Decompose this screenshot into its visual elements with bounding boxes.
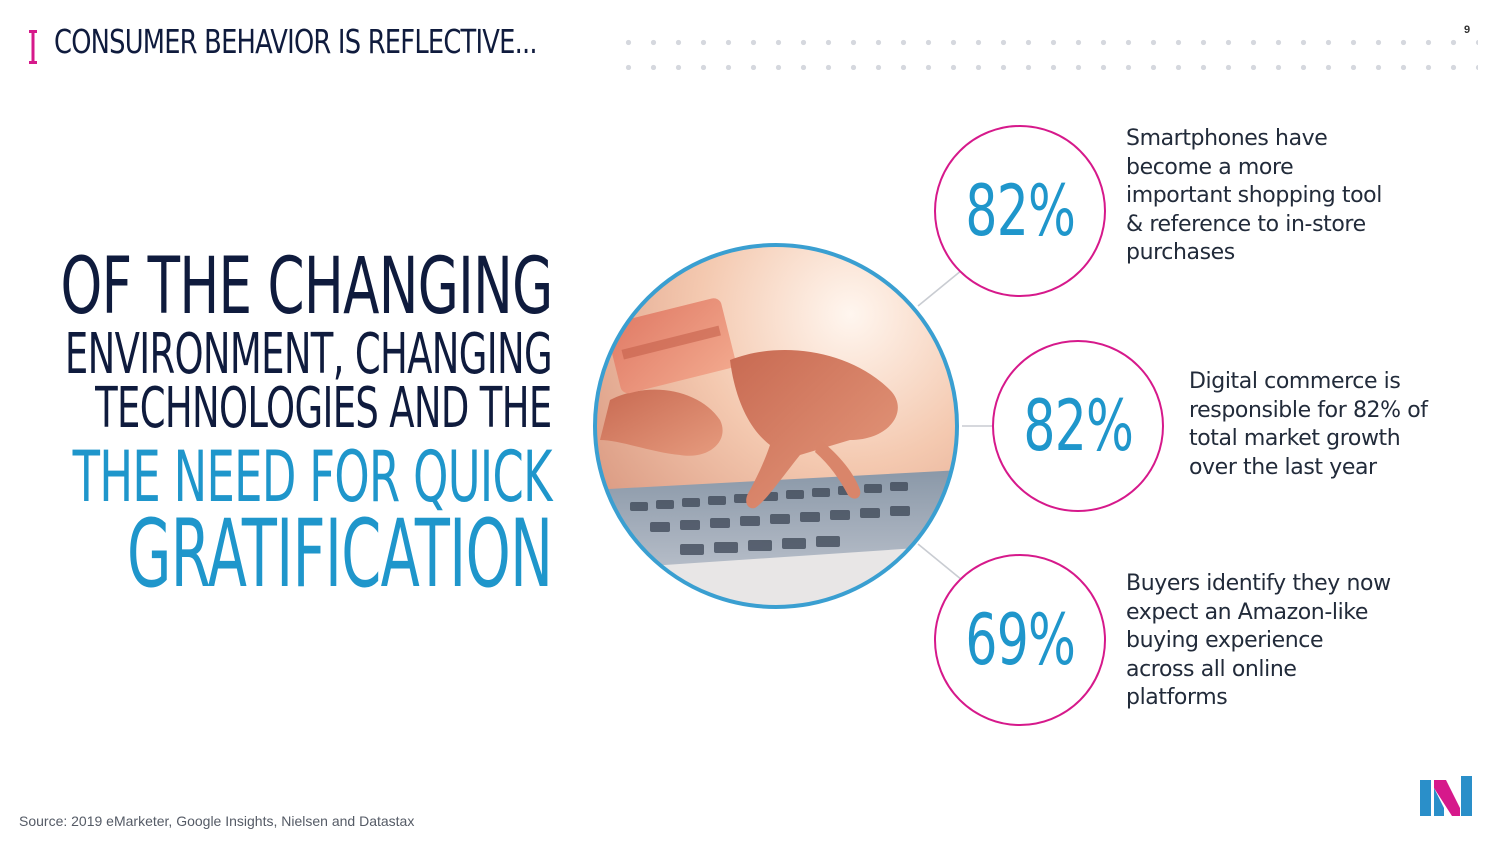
header-marker-icon bbox=[29, 30, 37, 64]
headline-line-3: TECHNOLOGIES AND THE bbox=[95, 376, 553, 441]
company-logo-icon bbox=[1420, 776, 1472, 816]
page-title: CONSUMER BEHAVIOR IS REFLECTIVE... bbox=[54, 22, 538, 61]
headline-line-2: ENVIRONMENT, CHANGING bbox=[64, 322, 553, 387]
page-number: 9 bbox=[1463, 24, 1471, 36]
stat-value-1: 82% bbox=[965, 170, 1076, 252]
dot-pattern bbox=[616, 30, 1478, 70]
stat-circle-2: 82% bbox=[992, 340, 1164, 512]
headline-line-5: GRATIFICATION bbox=[126, 500, 553, 609]
headline-line-4: THE NEED FOR QUICK bbox=[72, 436, 553, 518]
stat-text-2: Digital commerce is responsible for 82% … bbox=[1189, 369, 1428, 480]
source-note: Source: 2019 eMarketer, Google Insights,… bbox=[19, 813, 415, 829]
stat-circle-3: 69% bbox=[934, 554, 1106, 726]
stat-text-1: Smartphones have become a more important… bbox=[1126, 126, 1382, 265]
stat-text-3: Buyers identify they now expect an Amazo… bbox=[1126, 571, 1391, 710]
stat-value-2: 82% bbox=[1023, 385, 1134, 467]
stat-value-3: 69% bbox=[965, 599, 1076, 681]
stat-circle-1: 82% bbox=[934, 125, 1106, 297]
photo-credit-card-laptop bbox=[593, 243, 959, 609]
headline-line-1: OF THE CHANGING bbox=[60, 242, 553, 332]
